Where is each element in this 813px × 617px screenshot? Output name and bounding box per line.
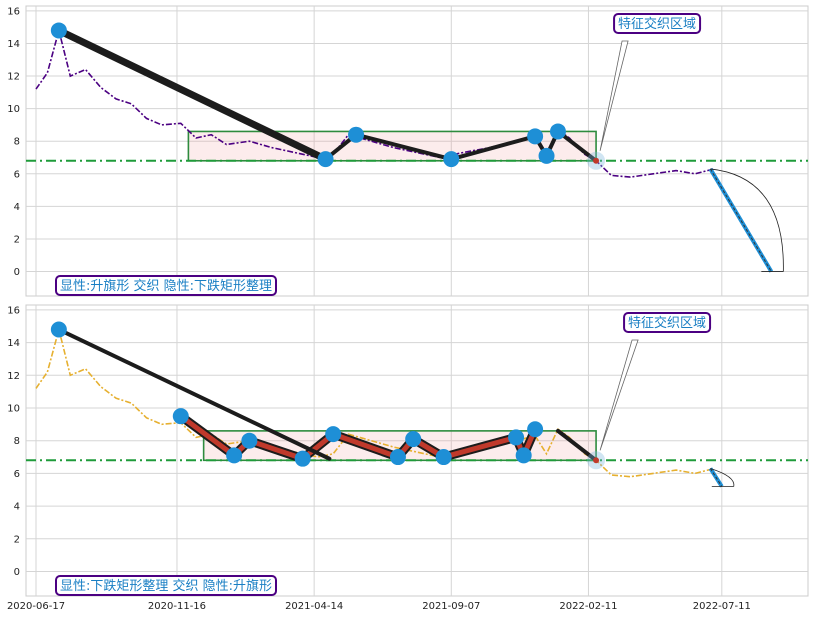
channel-line	[246, 438, 306, 462]
channel-line	[330, 431, 401, 460]
forecast-line-dash	[709, 468, 723, 487]
pivot-point	[348, 126, 365, 143]
y-tick-label: 6	[14, 469, 20, 480]
pivot-point	[317, 151, 334, 168]
breakout-point	[593, 457, 600, 464]
callout-arrow	[599, 339, 639, 451]
y-tick-label: 4	[14, 502, 20, 513]
forecast-arc	[710, 168, 784, 272]
pivot-point	[435, 449, 452, 466]
callout-arrow	[599, 40, 629, 151]
y-tick-label: 14	[7, 338, 20, 349]
y-tick-label: 14	[7, 39, 20, 50]
y-tick-label: 16	[7, 305, 20, 316]
y-tick-label: 12	[7, 72, 20, 83]
trend-line	[55, 26, 330, 163]
pivot-point	[538, 147, 555, 164]
x-tick-label: 2021-04-14	[285, 601, 343, 612]
pivot-point	[515, 447, 532, 464]
breakout-point	[593, 157, 600, 164]
trend-line	[56, 327, 332, 461]
pivot-point	[443, 151, 460, 168]
pattern-annotation-box	[55, 275, 277, 296]
trend-line	[354, 132, 454, 162]
plot-frame	[25, 304, 809, 597]
y-tick-label: 4	[14, 202, 20, 213]
y-tick-label: 2	[14, 234, 20, 245]
trend-line	[555, 428, 599, 463]
region-label-box	[623, 312, 712, 333]
region-label: 特征交织区域	[618, 16, 696, 32]
y-tick-label: 16	[7, 6, 20, 17]
channel-line	[178, 413, 237, 458]
region-label-box	[613, 13, 702, 34]
x-tick-label: 2020-11-16	[148, 601, 206, 612]
pivot-point	[241, 432, 258, 449]
y-tick-label: 0	[14, 267, 20, 278]
pattern-annotation-label: 显性:下跌矩形整理 交织 隐性:升旗形	[60, 578, 272, 594]
forecast-arc	[710, 468, 735, 487]
pivot-point	[50, 22, 67, 39]
pattern-annotation-label: 显性:升旗形 交织 隐性:下跌矩形整理	[60, 278, 272, 294]
y-tick-label: 10	[7, 403, 20, 414]
pivot-point	[172, 408, 189, 425]
pivot-point	[389, 449, 406, 466]
pivot-point	[527, 128, 544, 145]
pivot-point	[50, 321, 67, 338]
x-tick-label: 2021-09-07	[422, 601, 480, 612]
y-tick-label: 8	[14, 137, 20, 148]
x-tick-label: 2022-02-11	[559, 601, 617, 612]
pivot-point	[325, 426, 342, 443]
pivot-point	[527, 421, 544, 438]
x-tick-label: 2022-07-11	[693, 601, 751, 612]
pivot-point	[226, 447, 243, 464]
trend-line	[449, 134, 538, 162]
pivot-point	[508, 429, 525, 446]
pattern-annotation-box	[55, 575, 277, 596]
y-tick-label: 12	[7, 371, 20, 382]
trend-line	[555, 129, 599, 163]
region-label: 特征交织区域	[628, 315, 706, 331]
y-tick-label: 8	[14, 436, 20, 447]
x-tick-label: 2020-06-17	[7, 601, 65, 612]
y-tick-label: 2	[14, 534, 20, 545]
pivot-point	[405, 431, 422, 448]
pivot-point	[549, 123, 566, 140]
forecast-line	[708, 167, 774, 273]
channel-line	[441, 434, 519, 460]
y-tick-label: 6	[14, 169, 20, 180]
y-tick-label: 0	[14, 567, 20, 578]
pivot-point	[294, 450, 311, 467]
y-tick-label: 10	[7, 104, 20, 115]
